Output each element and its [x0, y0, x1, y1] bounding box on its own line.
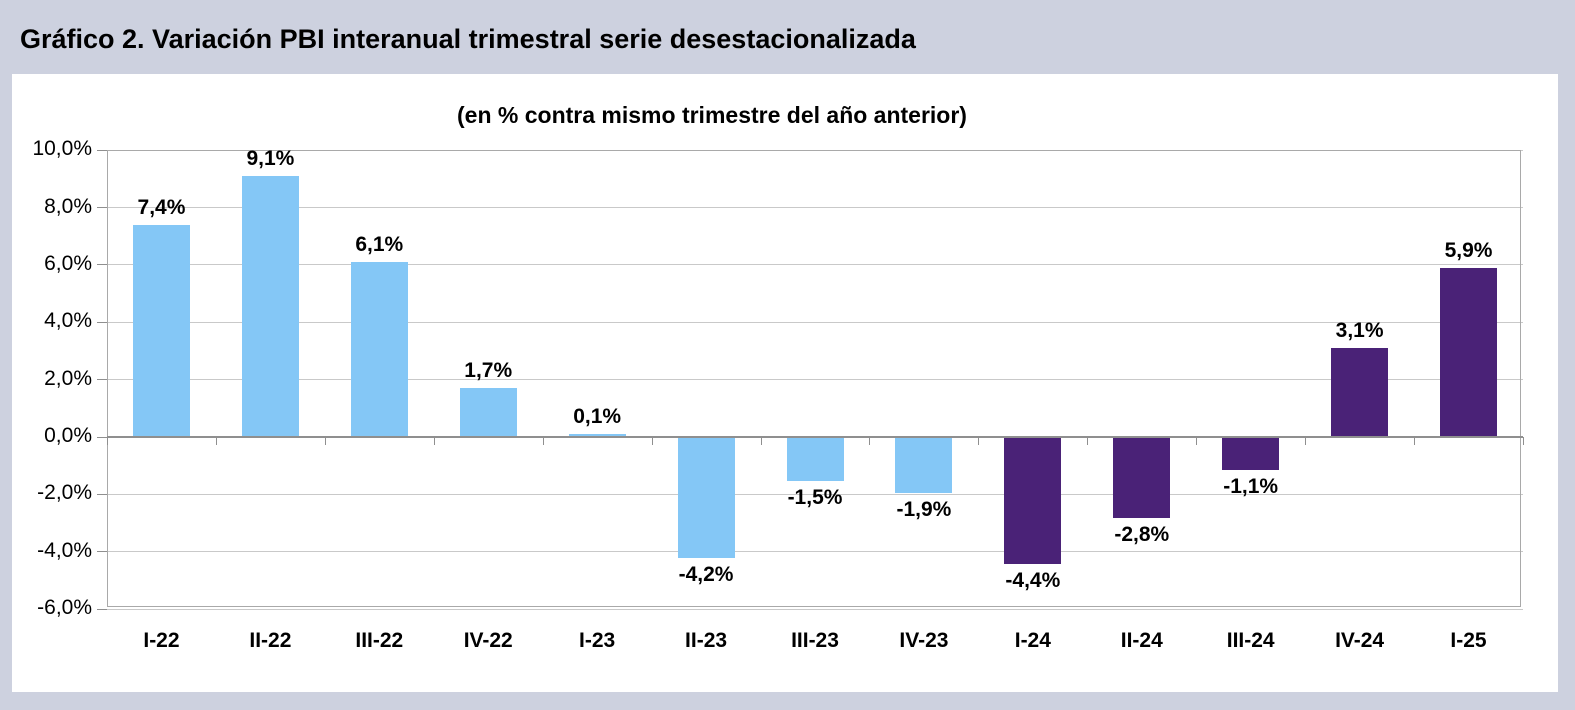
bar-IV-24: [1331, 348, 1389, 437]
y-axis-tick-label: 10,0%: [32, 137, 92, 161]
bar-value-label: -4,4%: [1005, 569, 1061, 593]
bar-value-label: 3,1%: [1335, 319, 1384, 343]
gridline: [107, 493, 1523, 495]
chart-title: Gráfico 2. Variación PBI interanual trim…: [20, 24, 916, 54]
bar-IV-22: [459, 388, 517, 437]
bar-I-24: [1004, 438, 1062, 565]
x-axis-label-II-23: II-23: [685, 629, 728, 652]
bar-value-label: 0,1%: [573, 405, 622, 429]
bar-value-label: 7,4%: [137, 195, 186, 219]
y-axis-tick-label: -6,0%: [37, 596, 92, 620]
gridline: [107, 379, 1523, 381]
gridline: [107, 608, 1523, 610]
bar-I-22: [132, 224, 190, 437]
y-axis-tick-label: 0,0%: [44, 424, 92, 447]
plot-area: 10,0% 8,0% 6,0% 4,0% 2,0% 0,0% -2,0% -4,0% -6,0%…: [12, 74, 1558, 692]
zero-axis-line: [107, 436, 1523, 438]
y-axis-tick: [97, 608, 107, 610]
y-axis-tick-label: 2,0%: [44, 366, 92, 390]
bar-value-label: -2,8%: [1114, 523, 1170, 547]
x-axis-label-II-22: II-22: [249, 629, 292, 652]
bar-value-label: -4,2%: [678, 563, 734, 587]
gridline: [107, 551, 1523, 553]
bar-I-25: [1440, 267, 1498, 437]
y-axis-tick: [97, 149, 107, 151]
x-axis-tick: [869, 437, 871, 445]
chart-subtitle: (en % contra mismo trimestre del año ant…: [457, 102, 967, 128]
y-axis-tick: [97, 321, 107, 323]
x-axis-tick: [978, 437, 980, 445]
bar-III-23: [786, 438, 844, 482]
bar-IV-23: [895, 438, 953, 493]
y-axis-tick-label: 4,0%: [44, 309, 92, 333]
x-axis-label-III-22: III-22: [355, 629, 404, 652]
x-axis-label-I-23: I-23: [579, 629, 616, 652]
gridline: [107, 264, 1523, 266]
x-axis-label-IV-24: IV-24: [1335, 629, 1385, 652]
x-axis-tick: [1087, 437, 1089, 445]
x-axis-label-IV-23: IV-23: [899, 629, 949, 652]
x-axis-label-I-22: I-22: [143, 629, 180, 652]
bar-value-label: -1,1%: [1223, 474, 1279, 498]
x-axis-tick: [433, 437, 435, 445]
x-axis-tick: [760, 437, 762, 445]
plot-border: [107, 150, 1521, 607]
y-axis-tick: [97, 207, 107, 208]
x-axis-label-I-24: I-24: [1014, 629, 1051, 652]
x-axis-label-III-23: III-23: [791, 629, 839, 652]
y-axis-tick: [97, 436, 107, 438]
x-axis-tick: [1523, 437, 1524, 445]
bar-III-22: [350, 262, 408, 437]
x-axis-label-I-25: I-25: [1450, 629, 1487, 652]
x-axis-tick: [651, 437, 653, 445]
x-axis-tick: [324, 437, 326, 445]
y-axis-tick-label: 8,0%: [44, 194, 92, 218]
bar-II-23: [677, 438, 735, 559]
x-axis-tick: [107, 437, 108, 445]
y-axis-tick-label: 6,0%: [44, 251, 92, 275]
gridline: [107, 207, 1523, 208]
bar-value-label: 1,7%: [464, 359, 513, 383]
bar-value-label: 5,9%: [1444, 238, 1493, 262]
bar-III-24: [1222, 438, 1280, 470]
x-axis-label-IV-22: IV-22: [463, 629, 513, 652]
x-axis-label-II-24: II-24: [1120, 629, 1163, 652]
bar-II-24: [1113, 438, 1171, 519]
y-axis-tick: [97, 551, 107, 553]
x-axis-label-III-24: III-24: [1226, 629, 1275, 652]
y-axis-tick: [97, 493, 107, 495]
y-axis-tick: [97, 264, 107, 266]
x-axis-tick: [1414, 437, 1416, 445]
bar-value-label: 9,1%: [246, 146, 295, 170]
y-axis-tick-label: -4,0%: [37, 538, 92, 562]
bar-II-22: [241, 175, 299, 437]
chart-panel: (en % contra mismo trimestre del año ant…: [12, 74, 1558, 692]
x-axis-tick: [215, 437, 217, 445]
bar-value-label: -1,9%: [896, 497, 952, 521]
y-axis-tick: [97, 379, 107, 381]
y-axis-tick-label: -2,0%: [37, 481, 92, 505]
bar-I-23: [568, 434, 626, 437]
x-axis-tick: [1305, 437, 1307, 445]
x-axis-tick: [542, 437, 544, 445]
gridline: [107, 321, 1523, 323]
bar-value-label: -1,5%: [787, 486, 843, 510]
bar-value-label: 6,1%: [355, 233, 404, 256]
x-axis-tick: [1196, 437, 1198, 445]
